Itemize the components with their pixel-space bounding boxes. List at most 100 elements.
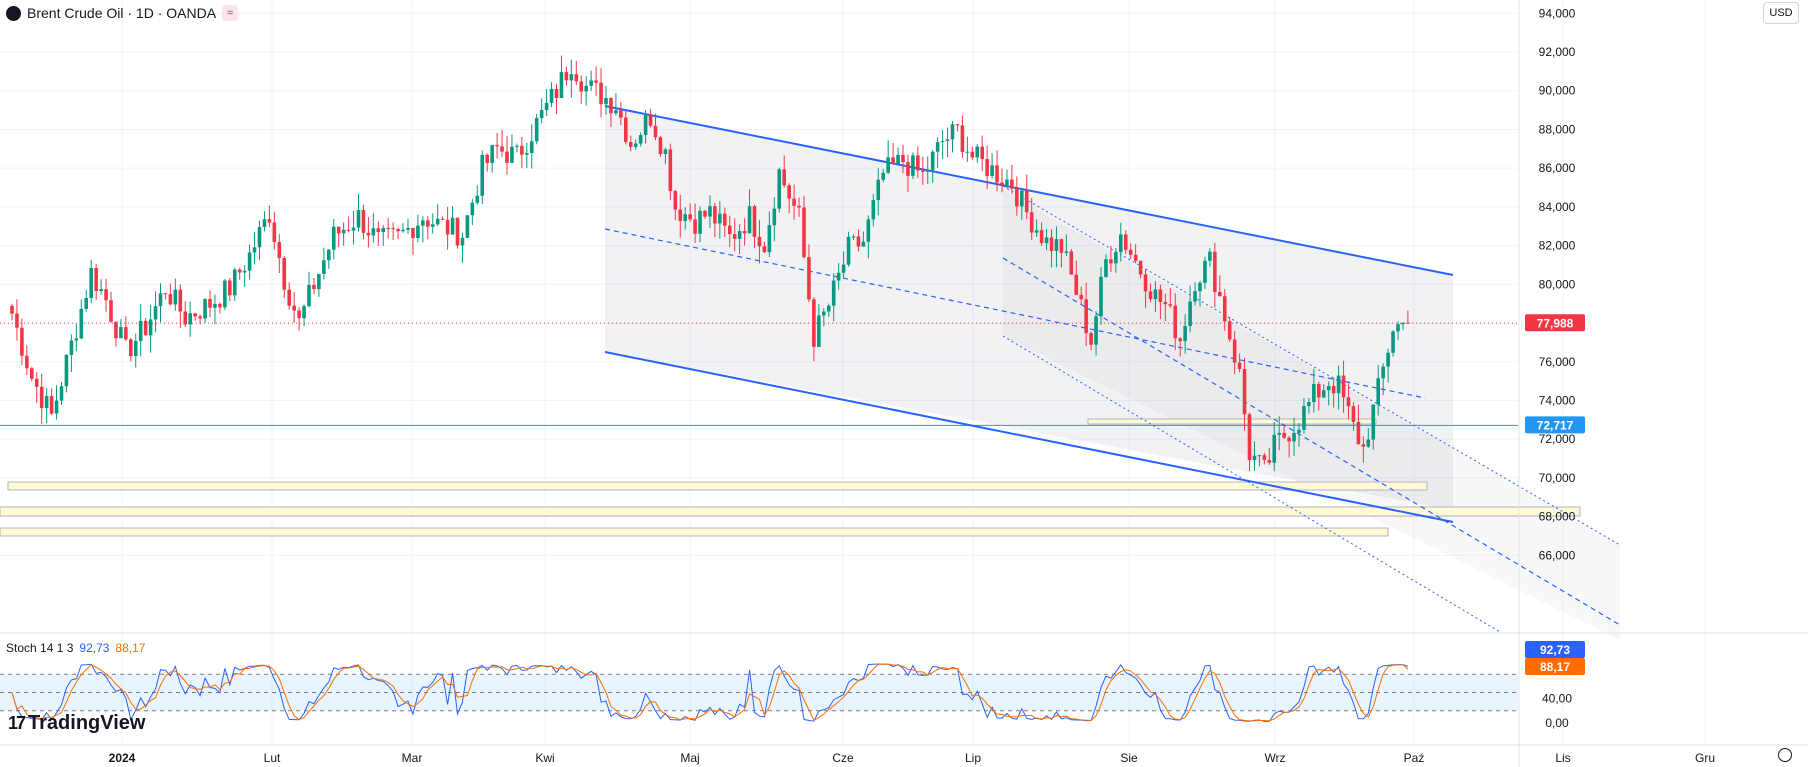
stoch-k-badge-bg [1525,641,1585,658]
time-tick-label: Lut [264,751,281,765]
candle-body [757,236,762,247]
symbol-title[interactable]: Brent Crude Oil · 1D · OANDA [27,5,217,21]
candle-body [752,206,757,237]
level-price-badge-bg [1525,416,1585,434]
candle-body [792,198,796,206]
support-zone [0,506,1581,517]
price-tick-label: 70,000 [1539,471,1576,485]
candle-body [648,114,653,126]
candle-body [995,165,999,183]
candle-body [831,280,836,306]
candle-body [322,260,326,274]
candle-body [742,231,747,234]
candle-body [916,155,920,171]
candle-body [1054,239,1059,251]
candle-body [866,219,871,242]
candle-body [1356,421,1361,445]
candle-body [1227,321,1232,340]
candle-body [54,400,59,414]
time-tick-label: Mar [402,751,423,765]
candle-body [1163,301,1168,305]
settings-gear-icon[interactable] [1778,748,1792,762]
candle-body [426,220,430,227]
candle-body [930,151,935,171]
candle-body [891,157,895,164]
candle-body [826,305,831,312]
chart-header[interactable]: Brent Crude Oil · 1D · OANDA ≈ [6,2,239,24]
candle-body [84,297,89,309]
candle-body [1183,326,1187,342]
stoch-legend[interactable]: Stoch 14 1 3 92,73 88,17 [6,641,145,655]
candle-body [1010,179,1014,189]
candle-body [906,162,910,176]
time-tick-label: Lis [1555,751,1570,765]
candle-body [698,210,702,234]
candle-body [604,98,608,105]
candle-body [218,303,222,308]
candle-body [237,269,242,273]
candle-body [861,241,866,247]
sub-channel-fill [1003,190,1620,640]
time-tick-label: Maj [680,751,699,765]
candle-body [549,88,554,103]
price-tick-label: 80,000 [1539,277,1576,291]
channel-upper-trendline [604,105,1454,276]
candle-body [1331,385,1336,394]
candle-body [440,218,445,220]
currency-selector[interactable]: USD [1763,2,1799,24]
time-tick-label: Sie [1120,751,1138,765]
time-tick-label: 2024 [109,751,136,765]
candle-body [361,209,366,233]
candle-body [406,227,410,230]
candle-body [277,242,282,258]
candle-body [1069,251,1074,275]
candle-body [1366,439,1371,447]
candle-body [480,154,485,196]
candles-layer [10,55,1410,472]
stoch-d-value: 88,17 [115,641,146,655]
time-tick-label: Kwi [535,751,554,765]
candle-body [614,110,618,114]
candle-body [574,74,579,82]
time-tick-label: Paź [1404,751,1425,765]
candle-body [1188,301,1192,327]
candle-body [1346,397,1351,407]
candle-body [257,226,262,248]
candle-body [59,386,64,401]
candle-body [1123,234,1128,250]
candle-body [1044,237,1049,244]
candle-body [1133,254,1138,261]
stoch-k-value: 92,73 [79,641,110,655]
candle-body [1143,274,1148,292]
candle-body [485,154,489,163]
candle-body [1208,251,1212,261]
candle-body [1109,259,1113,264]
candle-body [980,146,984,160]
candle-body [584,85,588,92]
candle-body [1064,251,1069,253]
candle-body [777,169,782,209]
candle-body [396,229,400,232]
candle-body [1287,437,1291,442]
candle-body [327,249,331,261]
candle-body [401,229,405,232]
candle-body [168,294,173,305]
stoch-title: Stoch 14 1 3 [6,641,74,655]
candle-body [841,264,846,273]
candle-body [297,310,301,319]
data-badge-icon[interactable]: ≈ [222,5,239,21]
candle-body [505,151,509,163]
candle-body [1024,190,1029,213]
candle-body [658,137,663,154]
candle-body [317,273,321,290]
candle-body [421,220,425,226]
tradingview-wordmark: TradingView [28,712,146,734]
candle-body [148,319,153,336]
candle-body [876,179,881,201]
tradingview-logo[interactable]: 17 TradingView [8,712,145,735]
candle-body [1312,384,1316,402]
candle-body [1104,259,1108,277]
candle-body [515,145,519,147]
sub-channel-lower-line [1002,335,1501,633]
